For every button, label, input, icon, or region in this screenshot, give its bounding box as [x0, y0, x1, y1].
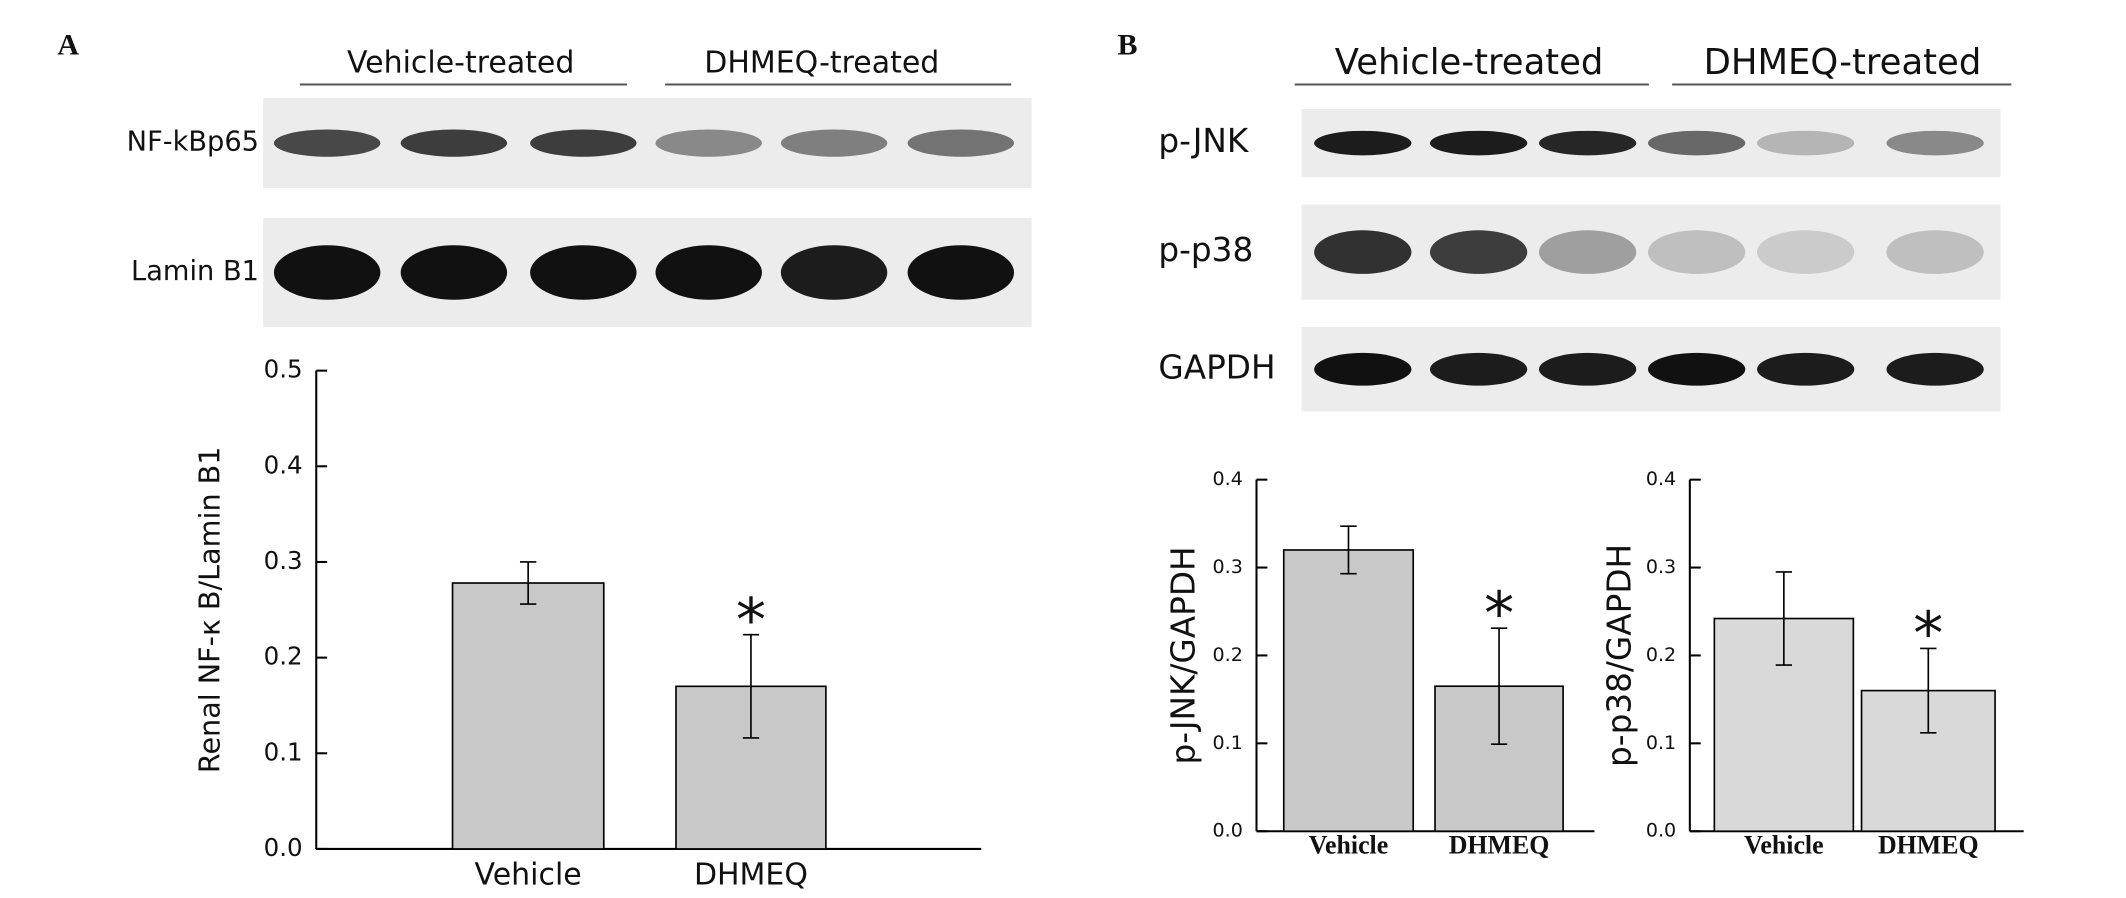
- y-tick-label: 0.2: [1213, 644, 1243, 666]
- blot-band: [655, 129, 762, 157]
- group-label: Vehicle-treated: [1335, 42, 1604, 83]
- y-axis-label: Renal NF-κ B/Lamin B1: [192, 446, 226, 773]
- y-tick-label: 0.3: [264, 546, 303, 575]
- x-tick-label: Vehicle: [1744, 831, 1824, 860]
- bar: [451, 582, 605, 850]
- significance: *: [736, 585, 766, 655]
- bar: [1282, 549, 1415, 833]
- blot-band: [1429, 230, 1528, 274]
- y-tick-label: 0.2: [1646, 644, 1676, 666]
- row-label: NF-kBp65: [127, 127, 259, 158]
- blot-band: [1647, 130, 1746, 156]
- y-tick-label: 0.0: [1213, 820, 1243, 842]
- x-tick-label: DHMEQ: [1878, 831, 1979, 860]
- significance: *: [1913, 599, 1943, 669]
- blot-band: [1429, 352, 1528, 386]
- blot-band: [1538, 130, 1637, 156]
- blot-band: [273, 245, 381, 300]
- y-axis-label: p-JNK/GAPDH: [1165, 546, 1203, 764]
- row-label: p-p38: [1158, 231, 1253, 269]
- blot-band: [1757, 352, 1855, 386]
- y-tick-label: 0.1: [264, 737, 303, 766]
- x-tick-label: DHMEQ: [694, 858, 808, 893]
- blot-band: [1538, 230, 1637, 274]
- y-tick-label: 0.3: [1646, 556, 1676, 578]
- y-tick-label: 0.2: [264, 642, 303, 671]
- panel-label: A: [57, 29, 79, 62]
- group-label: DHMEQ-treated: [704, 46, 939, 81]
- y-tick-label: 0.4: [1213, 468, 1243, 490]
- blot-band: [780, 245, 888, 300]
- blot-band: [1757, 230, 1855, 274]
- blot-band: [400, 245, 508, 300]
- blot-band: [1886, 230, 1984, 274]
- blot-band: [907, 129, 1015, 157]
- blot-band: [655, 245, 762, 300]
- y-tick-label: 0.0: [264, 833, 303, 862]
- y-tick-label: 0.5: [264, 355, 303, 384]
- blot-band: [1429, 130, 1528, 156]
- x-tick-label: DHMEQ: [1449, 831, 1550, 860]
- blot-band: [1886, 130, 1984, 156]
- row-label: Lamin B1: [131, 256, 259, 287]
- blot-band: [1314, 130, 1412, 156]
- blot-band: [1314, 352, 1412, 386]
- blot-band: [400, 129, 508, 157]
- blot: [1301, 204, 2001, 300]
- blot-band: [1647, 230, 1746, 274]
- blot-band: [530, 245, 637, 300]
- blot-band: [1647, 352, 1746, 386]
- y-tick-label: 0.3: [1213, 556, 1243, 578]
- blot: [263, 218, 1032, 328]
- significance: *: [1484, 579, 1514, 649]
- panel-label: B: [1118, 29, 1138, 62]
- row-label: p-JNK: [1158, 122, 1249, 160]
- y-tick-label: 0.1: [1646, 732, 1676, 754]
- blot-band: [1886, 352, 1984, 386]
- y-tick-label: 0.0: [1646, 820, 1676, 842]
- group-label: Vehicle-treated: [347, 46, 574, 81]
- y-tick-label: 0.4: [264, 450, 303, 479]
- blot-band: [780, 129, 888, 157]
- blot-band: [1757, 130, 1855, 156]
- blot-band: [1314, 230, 1412, 274]
- x-tick-label: Vehicle: [1309, 831, 1389, 860]
- blot-band: [273, 129, 381, 157]
- group-label: DHMEQ-treated: [1704, 42, 1982, 83]
- blot-band: [907, 245, 1015, 300]
- y-tick-label: 0.4: [1646, 468, 1676, 490]
- x-tick-label: Vehicle: [475, 858, 582, 893]
- blot-band: [1538, 352, 1637, 386]
- row-label: GAPDH: [1158, 348, 1275, 386]
- blot-band: [530, 129, 637, 157]
- y-tick-label: 0.1: [1213, 732, 1243, 754]
- y-axis-label: p-p38/GAPDH: [1601, 544, 1639, 767]
- blot: [263, 98, 1032, 189]
